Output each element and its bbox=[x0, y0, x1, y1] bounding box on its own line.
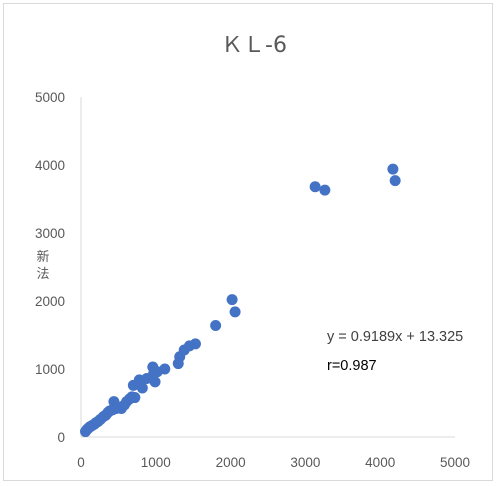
data-point bbox=[149, 376, 161, 388]
y-tick-label: 0 bbox=[57, 430, 65, 445]
data-point bbox=[319, 184, 331, 196]
data-point bbox=[229, 306, 241, 318]
y-tick-labels: 0 1000 2000 3000 4000 5000 bbox=[35, 90, 65, 445]
data-point bbox=[389, 175, 401, 187]
data-point bbox=[129, 392, 141, 404]
y-tick-label: 4000 bbox=[35, 158, 65, 173]
regression-equation: y = 0.9189x + 13.325 bbox=[327, 329, 463, 345]
data-point bbox=[159, 363, 171, 375]
axes bbox=[80, 97, 455, 438]
data-point bbox=[210, 319, 222, 331]
chart-title: ＫＬ-6 bbox=[221, 33, 287, 58]
x-tick-label: 4000 bbox=[365, 455, 395, 470]
data-point bbox=[226, 294, 238, 306]
y-tick-label: 1000 bbox=[35, 362, 65, 377]
x-tick-label: 3000 bbox=[290, 455, 320, 470]
correlation-value: r=0.987 bbox=[327, 358, 377, 374]
data-point bbox=[387, 163, 399, 175]
y-tick-label: 5000 bbox=[35, 90, 65, 105]
data-point bbox=[309, 181, 321, 193]
y-axis-label: 新法 bbox=[36, 249, 49, 282]
x-tick-label: 0 bbox=[77, 455, 85, 470]
y-tick-label: 2000 bbox=[35, 294, 65, 309]
x-tick-label: 2000 bbox=[216, 455, 246, 470]
x-tick-labels: 0 1000 2000 3000 4000 5000 bbox=[77, 455, 470, 470]
data-points bbox=[79, 163, 401, 438]
x-tick-label: 5000 bbox=[440, 455, 470, 470]
x-tick-label: 1000 bbox=[141, 455, 171, 470]
data-point bbox=[189, 338, 201, 350]
data-point bbox=[136, 382, 148, 394]
y-tick-label: 3000 bbox=[35, 226, 65, 241]
chart-frame bbox=[3, 3, 493, 481]
